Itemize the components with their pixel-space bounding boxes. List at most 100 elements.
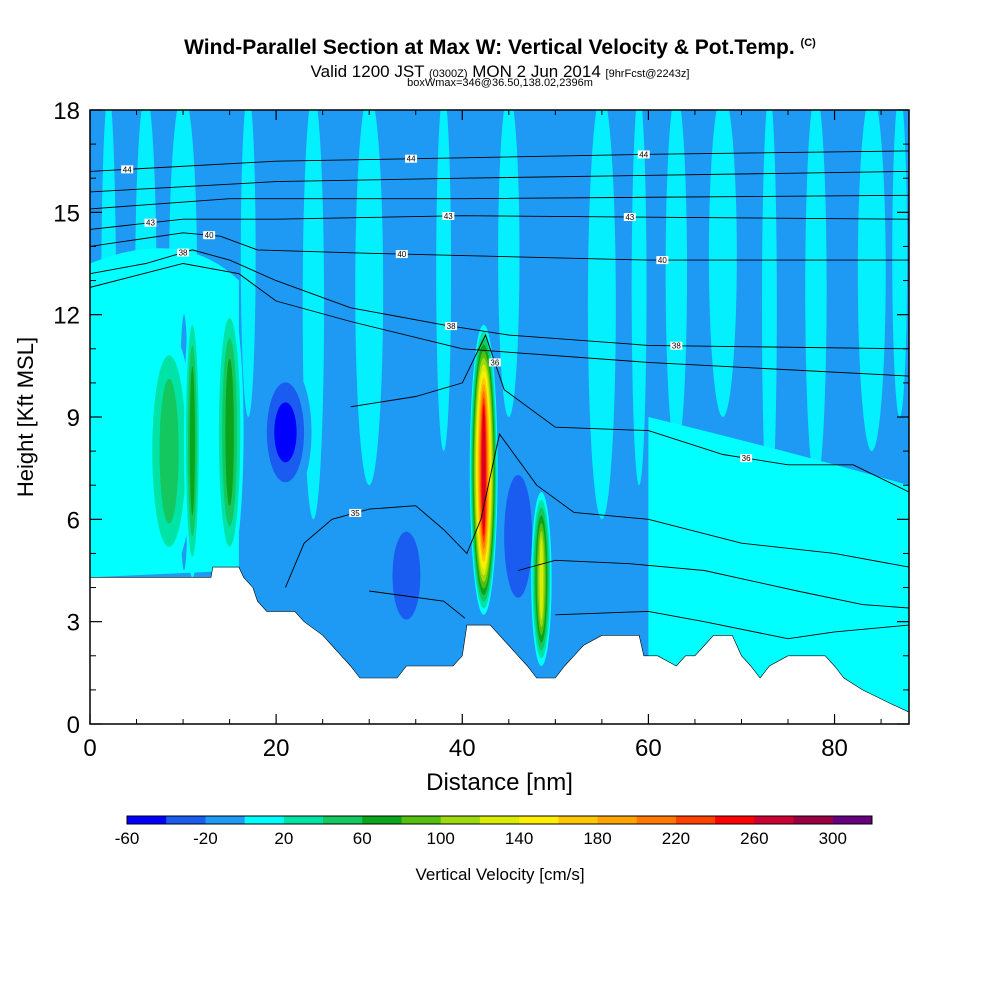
terrain <box>89 566 910 725</box>
theta-contour <box>90 150 909 172</box>
contour-label: 40 <box>658 256 667 265</box>
colorbar-frame <box>126 815 873 825</box>
colorbar-tick-label: 300 <box>819 829 847 848</box>
weak-ascent-streak <box>631 110 647 486</box>
x-axis-label: Distance [nm] <box>426 769 573 796</box>
colorbar-swatch <box>597 816 638 824</box>
x-tick-label: 0 <box>83 735 96 762</box>
colorbar-swatch <box>793 816 834 824</box>
colorbar-tick-label: 220 <box>662 829 690 848</box>
theta-contour <box>284 433 909 588</box>
chart-title-tag: (C) <box>800 37 816 49</box>
downdraft-core <box>274 402 297 463</box>
colorbar-swatch <box>362 816 402 824</box>
y-tick-label: 12 <box>53 303 80 330</box>
y-axis-label: Height [Kft MSL] <box>13 337 38 497</box>
valid-utc: (0300Z) <box>429 68 468 80</box>
colorbar-swatch <box>479 816 520 824</box>
contour-label-box <box>203 231 216 240</box>
contour-label: 44 <box>407 155 416 164</box>
chart-valid-line: Valid 1200 JST (0300Z) MON 2 Jun 2014 [9… <box>0 62 1000 82</box>
theta-contour <box>90 263 909 377</box>
contour-label-box <box>177 248 190 257</box>
colorbar-swatch <box>558 816 599 824</box>
updraft-core <box>225 358 234 506</box>
y-tick-label: 3 <box>67 610 80 637</box>
weak-ascent-streak <box>587 110 616 520</box>
colorbar-swatch <box>832 816 873 824</box>
colorbar-tick-label: 180 <box>583 829 611 848</box>
contour-label: 44 <box>123 165 132 174</box>
valid-date: MON 2 Jun 2014 <box>472 62 601 81</box>
x-tick-label: 40 <box>449 735 476 762</box>
downdraft-core <box>504 474 533 598</box>
contour-label: 35 <box>351 509 360 518</box>
contour-label-box <box>445 322 458 331</box>
contour-label-box <box>670 341 683 350</box>
colorbar-swatch <box>754 816 795 824</box>
y-tick-label: 9 <box>67 405 80 432</box>
contour-label: 38 <box>672 342 681 351</box>
contour-label-box <box>121 165 134 174</box>
weak-ascent-streak <box>708 110 737 417</box>
updraft-core <box>159 378 179 524</box>
theta-contour <box>350 333 909 493</box>
updraft-core <box>482 410 485 530</box>
y-tick-label: 15 <box>53 200 80 227</box>
contour-label: 43 <box>444 212 453 221</box>
contour-label: 36 <box>742 454 751 463</box>
colorbar-swatch <box>440 816 481 824</box>
y-tick-label: 6 <box>67 507 80 534</box>
contour-label: 43 <box>625 213 634 222</box>
weak-ascent-streak <box>355 110 384 486</box>
contour-label: 43 <box>146 219 155 228</box>
theta-contour <box>369 590 466 619</box>
weak-ascent-streak <box>857 110 886 452</box>
contour-label-box <box>623 213 636 222</box>
terrain-profile <box>89 566 910 725</box>
weak-ascent-streak <box>498 110 520 417</box>
chart-title-text: Wind-Parallel Section at Max W: Vertical… <box>184 36 795 59</box>
chart-title: Wind-Parallel Section at Max W: Vertical… <box>0 36 1000 60</box>
contour-label-box <box>442 212 455 221</box>
colorbar-tick-label: -20 <box>193 829 218 848</box>
chart-box-line: boxWmax=346@36.50,138.02,2396m <box>407 77 593 89</box>
theta-contour <box>90 194 909 210</box>
contour-label-box <box>405 154 418 163</box>
colorbar-swatch <box>283 816 324 824</box>
contour-label: 36 <box>490 358 499 367</box>
theta-contour <box>517 559 909 609</box>
colorbar-tick-label: 60 <box>353 829 372 848</box>
contour-label-box <box>144 218 157 227</box>
colorbar-swatch <box>205 816 246 824</box>
weak-ascent-streak <box>805 110 827 486</box>
colorbar-swatch <box>401 816 442 824</box>
colorbar-tick-label: 260 <box>740 829 768 848</box>
weak-ascent-streak <box>665 110 688 452</box>
contour-label: 38 <box>447 322 456 331</box>
contour-label-box <box>637 150 650 159</box>
x-tick-label: 20 <box>263 735 290 762</box>
y-tick-label: 18 <box>53 98 80 125</box>
weak-ascent-streak <box>892 110 908 417</box>
contour-label: 40 <box>205 231 214 240</box>
forecast-tag: [9hrFcst@2243z] <box>605 68 690 80</box>
weak-ascent-streak <box>240 110 256 417</box>
theta-contour <box>90 215 909 230</box>
contour-label: 38 <box>179 249 188 258</box>
contour-label-box <box>488 358 501 367</box>
colorbar-tick-label: 20 <box>274 829 293 848</box>
colorbar-tick-label: -60 <box>115 829 140 848</box>
theta-contour <box>90 232 909 261</box>
theta-contour <box>555 610 909 640</box>
updraft-core <box>189 366 195 516</box>
contour-label-box <box>395 250 408 259</box>
theta-contour <box>90 249 909 350</box>
updraft-core <box>539 538 544 620</box>
colorbar-swatch <box>166 816 206 824</box>
valid-prefix: Valid 1200 JST <box>310 62 425 81</box>
theta-contour <box>90 170 909 193</box>
colorbar-tick-label: 140 <box>505 829 533 848</box>
